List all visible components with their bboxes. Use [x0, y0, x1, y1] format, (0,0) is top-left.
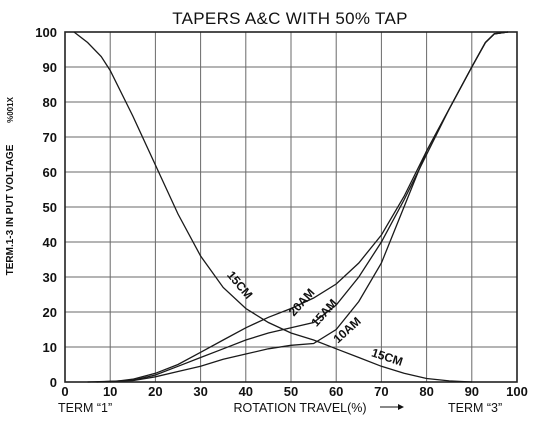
y-axis-label-extra: %001X	[6, 96, 15, 122]
chart-title: TAPERS A&C WITH 50% TAP	[172, 9, 408, 28]
x-axis-arrow	[380, 404, 404, 410]
y-tick-label: 90	[43, 60, 57, 75]
y-tick-label: 0	[50, 375, 57, 390]
y-tick-label: 40	[43, 235, 57, 250]
y-tick-labels: 0 10 20 30 40 50 60 70 80 90 100	[35, 25, 57, 390]
x-tick-label: 20	[148, 384, 162, 399]
annotation-15cm: 15CM	[224, 268, 255, 302]
annotation-15am: 15AM	[308, 296, 340, 329]
y-tick-label: 30	[43, 270, 57, 285]
y-axis-label: TERM.1-3 IN PUT VOLTAGE	[5, 144, 16, 275]
plot-frame	[64, 31, 518, 383]
x-end-label-left: TERM “1”	[58, 401, 112, 415]
y-tick-label: 10	[43, 340, 57, 355]
x-tick-label: 50	[284, 384, 298, 399]
y-tick-label: 70	[43, 130, 57, 145]
y-tick-label: 20	[43, 305, 57, 320]
x-tick-label: 0	[61, 384, 68, 399]
x-tick-label: 30	[193, 384, 207, 399]
x-tick-label: 90	[465, 384, 479, 399]
annotation-10am: 10AM	[331, 314, 364, 346]
x-tick-label: 80	[419, 384, 433, 399]
annotation-15cm: 15CM	[370, 346, 405, 369]
y-tick-label: 100	[35, 25, 57, 40]
x-tick-labels: 0 10 20 30 40 50 60 70 80 90 100	[61, 384, 527, 399]
x-tick-label: 100	[506, 384, 528, 399]
y-tick-label: 50	[43, 200, 57, 215]
series-line-10am	[87, 31, 509, 383]
series-group	[73, 31, 509, 383]
grid-lines	[64, 31, 518, 383]
x-tick-label: 70	[374, 384, 388, 399]
x-axis-label: ROTATION TRAVEL(%)	[233, 401, 366, 415]
x-tick-label: 10	[103, 384, 117, 399]
y-tick-label: 80	[43, 95, 57, 110]
y-tick-label: 60	[43, 165, 57, 180]
series-line-15cm	[73, 31, 472, 383]
x-tick-label: 40	[239, 384, 253, 399]
x-end-label-right: TERM “3”	[448, 401, 502, 415]
x-tick-label: 60	[329, 384, 343, 399]
